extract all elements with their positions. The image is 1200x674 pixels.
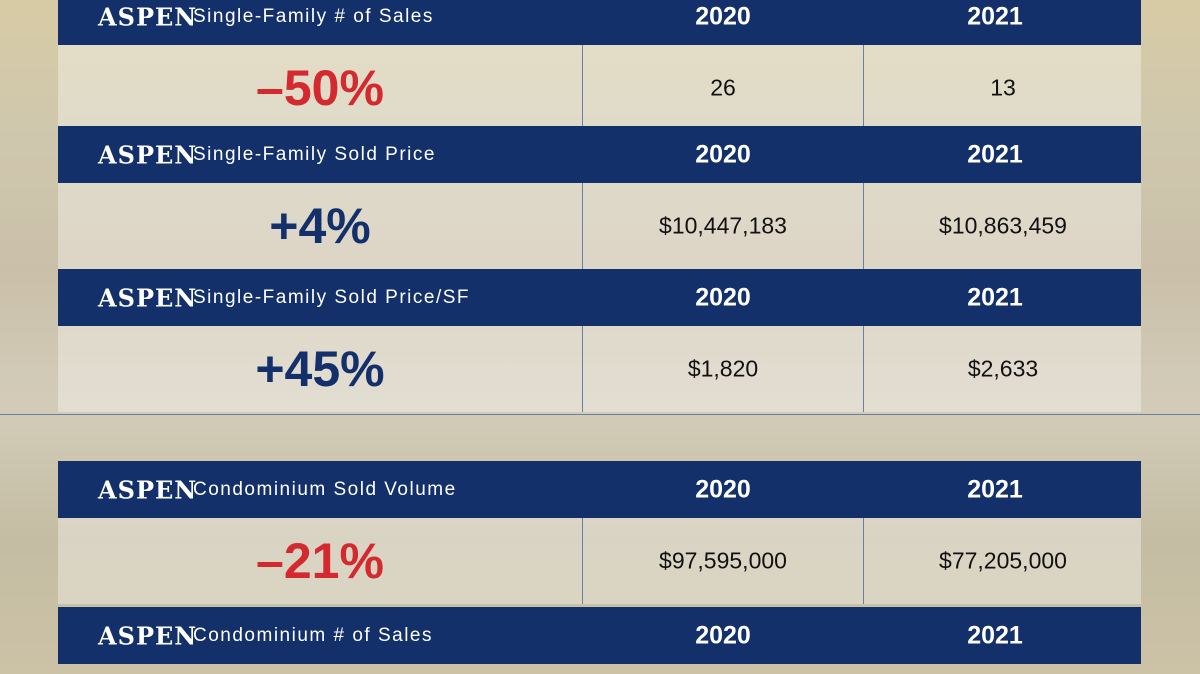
brand: ASPEN bbox=[98, 621, 198, 650]
brand: ASPEN bbox=[98, 140, 198, 169]
year-label: 2020 bbox=[695, 140, 751, 168]
column-divider bbox=[582, 45, 583, 131]
separator bbox=[0, 414, 1200, 415]
year-value: $97,595,000 bbox=[659, 547, 787, 574]
brand: ASPEN bbox=[98, 475, 198, 504]
metric-label: Single-Family Sold Price bbox=[193, 143, 436, 165]
metric-label: Condominium Sold Volume bbox=[193, 478, 457, 500]
year-value: 26 bbox=[710, 74, 736, 101]
data-row: +45% $1,820 $2,633 bbox=[58, 326, 1141, 412]
metric-label: Single-Family Sold Price/SF bbox=[193, 286, 471, 308]
data-row: –21% $97,595,000 $77,205,000 bbox=[58, 518, 1141, 604]
header-bar: ASPEN Condominium # of Sales 2020 2021 bbox=[58, 607, 1141, 664]
year-label: 2020 bbox=[695, 621, 751, 649]
year-value: $2,633 bbox=[967, 355, 1039, 382]
year-label: 2020 bbox=[695, 475, 751, 503]
year-value: 13 bbox=[990, 74, 1016, 101]
column-divider bbox=[863, 45, 864, 131]
year-value: $10,447,183 bbox=[659, 212, 787, 239]
brand: ASPEN bbox=[98, 283, 198, 312]
header-bar: ASPEN Condominium Sold Volume 2020 2021 bbox=[58, 461, 1141, 518]
year-label: 2021 bbox=[967, 475, 1023, 503]
year-value: $1,820 bbox=[687, 355, 759, 382]
year-label: 2020 bbox=[695, 283, 751, 311]
year-label: 2021 bbox=[967, 2, 1023, 30]
change-value: +4% bbox=[269, 198, 371, 254]
data-row: –50% 26 13 bbox=[58, 45, 1141, 131]
change-value: –21% bbox=[256, 533, 384, 589]
year-value: $10,863,459 bbox=[939, 212, 1067, 239]
year-value: $77,205,000 bbox=[939, 547, 1067, 574]
column-divider bbox=[582, 326, 583, 412]
header-bar: ASPEN Single-Family Sold Price 2020 2021 bbox=[58, 126, 1141, 183]
column-divider bbox=[582, 183, 583, 269]
column-divider bbox=[863, 326, 864, 412]
change-value: –50% bbox=[256, 60, 384, 116]
header-bar: ASPEN Single-Family Sold Price/SF 2020 2021 bbox=[58, 269, 1141, 326]
year-label: 2021 bbox=[967, 283, 1023, 311]
year-label: 2021 bbox=[967, 621, 1023, 649]
brand: ASPEN bbox=[98, 2, 198, 31]
column-divider bbox=[863, 183, 864, 269]
metric-label: Single-Family # of Sales bbox=[193, 5, 434, 27]
column-divider bbox=[863, 518, 864, 604]
year-label: 2020 bbox=[695, 2, 751, 30]
column-divider bbox=[582, 518, 583, 604]
data-row: +4% $10,447,183 $10,863,459 bbox=[58, 183, 1141, 269]
header-bar: ASPEN Single-Family # of Sales 2020 2021 bbox=[58, 0, 1141, 45]
year-label: 2021 bbox=[967, 140, 1023, 168]
metric-label: Condominium # of Sales bbox=[193, 624, 433, 646]
change-value: +45% bbox=[255, 341, 385, 397]
